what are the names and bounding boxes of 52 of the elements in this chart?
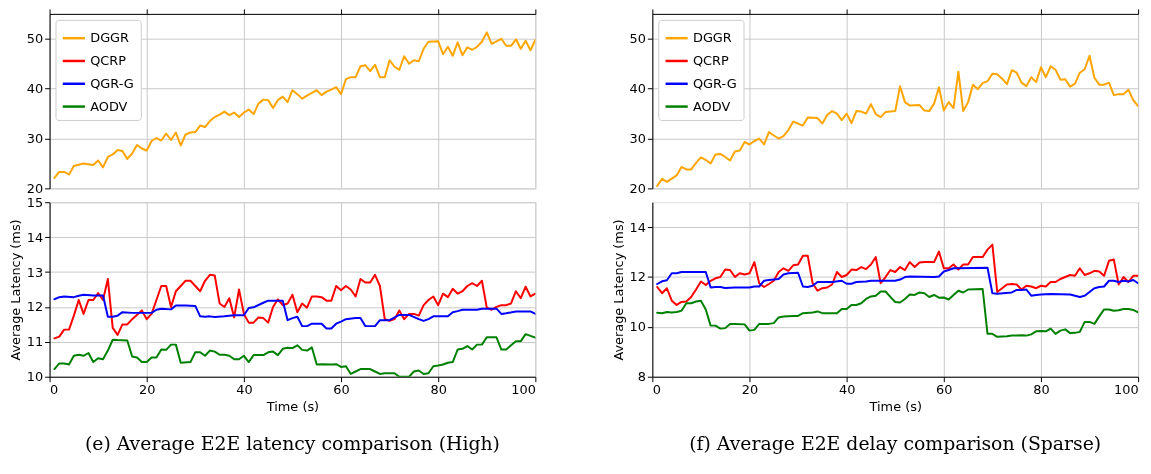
y-axis-title: Average Latency (ms) [7, 219, 23, 361]
x-tick-label: 100 [1114, 382, 1139, 398]
line-series [53, 293, 536, 330]
y-tick-label: 40 [26, 81, 44, 97]
y-tick-label: 30 [26, 130, 44, 146]
y-tick-label: 12 [26, 299, 44, 315]
y-tick-label: 50 [629, 31, 646, 47]
y-tick-label: 30 [629, 130, 646, 146]
y-tick-label: 20 [26, 180, 44, 196]
line-series [656, 288, 1139, 338]
legend-label: DGGR [90, 30, 130, 46]
legend-label: QGR-G [90, 75, 134, 91]
y-tick-label: 14 [629, 219, 646, 235]
x-tick-label: 60 [936, 382, 953, 398]
x-tick-label: 80 [1033, 382, 1050, 398]
x-tick-label: 60 [333, 382, 350, 398]
line-series [53, 273, 536, 340]
x-tick-label: 40 [236, 382, 253, 398]
y-axis-title: Average Latency (ms) [610, 219, 626, 361]
line-series [53, 31, 536, 179]
line-series [656, 243, 1139, 306]
x-axis-title: Time (s) [265, 398, 320, 414]
y-tick-label: 14 [26, 229, 44, 245]
legend-label: QCRP [692, 52, 730, 68]
y-tick-label: 50 [26, 31, 44, 47]
line-series [656, 266, 1139, 298]
x-tick-label: 0 [50, 382, 59, 398]
y-tick-label: 15 [26, 194, 44, 210]
y-tick-label: 40 [629, 81, 646, 97]
legend-label: QGR-G [692, 75, 737, 91]
text: (e) Average E2E latency comparison (High) [84, 433, 500, 455]
x-tick-label: 0 [652, 382, 662, 398]
x-tick-label: 100 [511, 382, 536, 398]
y-tick-label: 11 [26, 334, 44, 350]
legend-label: AODV [692, 98, 731, 114]
y-tick-label: 10 [26, 369, 44, 385]
x-axis-title: Time (s) [868, 398, 922, 414]
legend-label: AODV [90, 98, 128, 114]
line-series [656, 54, 1139, 187]
y-tick-label: 20 [629, 180, 646, 196]
legend-label: QCRP [90, 52, 127, 68]
y-tick-label: 13 [26, 264, 44, 280]
y-tick-label: 8 [637, 369, 646, 385]
x-tick-label: 80 [430, 382, 447, 398]
legend-label: DGGR [692, 30, 732, 46]
y-tick-label: 12 [629, 269, 646, 285]
x-tick-label: 20 [741, 382, 759, 398]
x-tick-label: 20 [139, 382, 156, 398]
x-tick-label: 40 [838, 382, 856, 398]
text: (f) Average E2E delay comparison (Sparse) [689, 433, 1102, 455]
line-series [53, 333, 536, 377]
y-tick-label: 10 [629, 319, 646, 335]
